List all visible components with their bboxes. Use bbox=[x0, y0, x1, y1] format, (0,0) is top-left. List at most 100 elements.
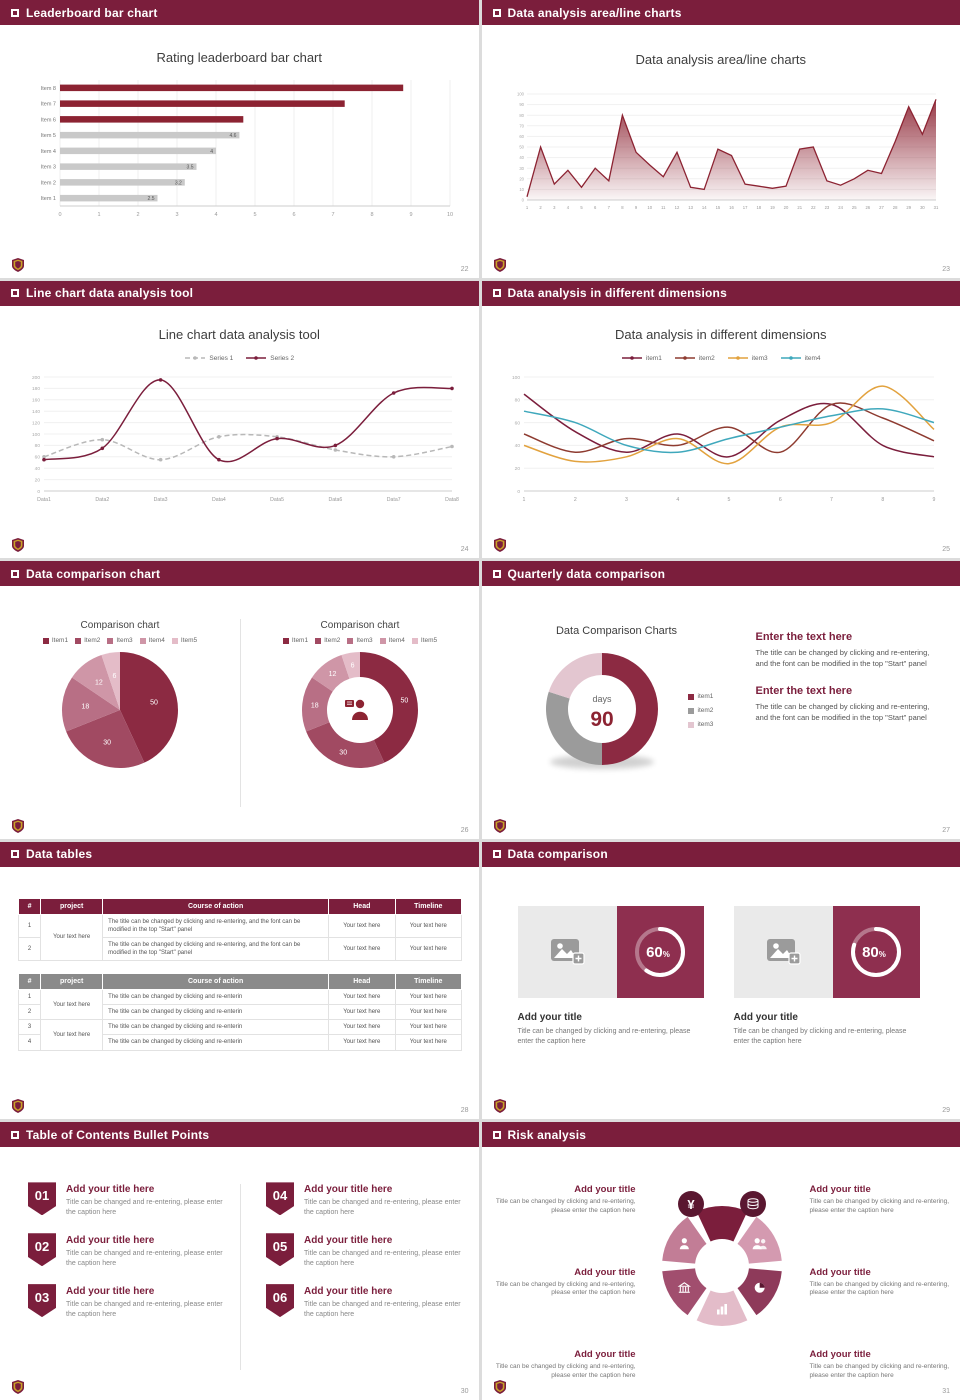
donut-chart: 50 30 18 12 6 bbox=[300, 650, 420, 775]
svg-text:4.6: 4.6 bbox=[229, 133, 236, 139]
slide-header-title: Data comparison bbox=[507, 847, 608, 862]
slide-data-comparison-chart[interactable]: Data comparison chart Comparison chart I… bbox=[0, 561, 479, 839]
svg-text:Item 1: Item 1 bbox=[41, 196, 56, 202]
svg-text:6: 6 bbox=[351, 662, 355, 669]
slide-header: Leaderboard bar chart bbox=[0, 0, 479, 25]
block-title: Add your title bbox=[809, 1348, 871, 1360]
svg-text:3.5: 3.5 bbox=[187, 165, 194, 171]
slide-leaderboard-bar-chart[interactable]: Leaderboard bar chart Rating leaderboard… bbox=[0, 0, 479, 278]
svg-text:9: 9 bbox=[634, 205, 637, 210]
slide-risk-analysis[interactable]: Risk analysis Add your title Title can be… bbox=[481, 1122, 960, 1400]
slide-dimensions-analysis[interactable]: Data analysis in different dimensions Da… bbox=[481, 280, 960, 559]
square-bullet-icon bbox=[11, 1130, 19, 1139]
svg-text:4: 4 bbox=[676, 497, 679, 503]
risk-text-block: Add your title Title can be changed by cl… bbox=[496, 1184, 636, 1216]
svg-text:120: 120 bbox=[32, 420, 40, 426]
legend-item: Item2 bbox=[315, 637, 340, 644]
svg-text:5: 5 bbox=[253, 212, 256, 218]
legend-item: Series 2 bbox=[245, 355, 294, 362]
svg-text:2: 2 bbox=[136, 212, 139, 218]
svg-text:5: 5 bbox=[727, 497, 730, 503]
svg-text:20: 20 bbox=[514, 466, 520, 472]
page-number: 30 bbox=[460, 1388, 469, 1395]
legend-item: item3 bbox=[687, 721, 713, 728]
toc-caption: Title can be changed and re-entering, pl… bbox=[304, 1199, 461, 1216]
svg-text:60: 60 bbox=[514, 420, 520, 426]
slide-quarterly-comparison[interactable]: Quarterly data comparison Data Compariso… bbox=[481, 561, 960, 839]
svg-text:8: 8 bbox=[881, 497, 884, 503]
comparison-card: 80% bbox=[733, 905, 920, 998]
slide-line-chart-tool[interactable]: Line chart data analysis tool Line chart… bbox=[0, 280, 479, 559]
block-body: The title can be changed by clicking and… bbox=[755, 648, 930, 669]
svg-text:30: 30 bbox=[519, 166, 524, 171]
pie-chart: 50 30 18 12 6 bbox=[60, 650, 180, 775]
data-tables: # project Course of action Head Timeline 1 You… bbox=[17, 897, 463, 1051]
svg-text:20: 20 bbox=[783, 205, 788, 210]
svg-text:17: 17 bbox=[742, 205, 747, 210]
svg-text:10: 10 bbox=[647, 205, 652, 210]
slide-header: Table of Contents Bullet Points bbox=[0, 1122, 479, 1148]
svg-text:15: 15 bbox=[715, 205, 720, 210]
svg-text:Item 3: Item 3 bbox=[41, 165, 56, 171]
number-badge: 06 bbox=[266, 1284, 294, 1318]
number-badge: 03 bbox=[28, 1284, 56, 1318]
crest-logo bbox=[12, 1380, 24, 1394]
svg-text:Data2: Data2 bbox=[95, 497, 109, 503]
legend-item: item4 bbox=[780, 355, 821, 362]
svg-text:Data6: Data6 bbox=[328, 497, 342, 503]
image-placeholder-icon bbox=[733, 905, 833, 998]
number-badge: 05 bbox=[266, 1233, 294, 1267]
toc-item: 02 Add your title here Title can be change… bbox=[28, 1233, 224, 1268]
slide-data-comparison-cards[interactable]: Data comparison 60% Add your title Title… bbox=[481, 841, 960, 1120]
svg-text:6: 6 bbox=[594, 205, 597, 210]
risk-text-block: Add your title Title can be changed by cl… bbox=[810, 1349, 950, 1381]
svg-text:Item 4: Item 4 bbox=[41, 149, 56, 155]
svg-text:29: 29 bbox=[906, 205, 911, 210]
svg-text:22: 22 bbox=[810, 205, 815, 210]
svg-text:140: 140 bbox=[32, 409, 40, 415]
slide-data-tables[interactable]: Data tables # project Course of action Head… bbox=[0, 841, 479, 1120]
slide-toc-bullet-points[interactable]: Table of Contents Bullet Points 01 Add yo… bbox=[0, 1122, 479, 1400]
chart-legend: item1 item2 item3 item4 bbox=[482, 355, 960, 362]
svg-text:90: 90 bbox=[590, 708, 613, 731]
data-table-primary: # project Course of action Head Timeline 1 You… bbox=[17, 897, 463, 962]
comparison-pie-panel: Comparison chart Item1 Item2 Item3 Item4 Ite… bbox=[0, 586, 240, 839]
legend-item: Item3 bbox=[347, 637, 373, 644]
svg-text:20: 20 bbox=[35, 477, 41, 483]
toc-item: 05 Add your title here Title can be change… bbox=[266, 1233, 462, 1268]
svg-text:40: 40 bbox=[519, 155, 524, 160]
page-number: 25 bbox=[942, 546, 950, 554]
slide-header: Data comparison bbox=[481, 841, 960, 867]
legend-item: Item1 bbox=[282, 637, 308, 644]
svg-text:20: 20 bbox=[519, 176, 524, 181]
slide-area-line-charts[interactable]: Data analysis area/line charts Data anal… bbox=[481, 0, 960, 278]
toc-title: Add your title here bbox=[304, 1235, 393, 1247]
risk-text-block: Add your title Title can be changed by cl… bbox=[810, 1267, 950, 1299]
page-number: 31 bbox=[942, 1388, 950, 1395]
svg-text:12: 12 bbox=[329, 671, 337, 678]
legend-item: Series 1 bbox=[184, 355, 233, 362]
svg-text:Item 7: Item 7 bbox=[41, 102, 56, 108]
risk-text-right: Add your title Title can be changed by cl… bbox=[810, 1184, 952, 1380]
svg-text:21: 21 bbox=[797, 205, 802, 210]
crest-logo bbox=[493, 538, 506, 553]
svg-text:7: 7 bbox=[331, 212, 334, 218]
block-caption: Title can be changed by clicking and re-… bbox=[495, 1362, 636, 1379]
leaderboard-bar-chart: 0 1 2 3 4 5 6 7 8 9 10 Item 1 2.5 Item 2 3.2 Item 3 3.5 I… bbox=[18, 74, 460, 237]
risk-text-block: Add your title Title can be changed by cl… bbox=[496, 1349, 636, 1381]
slide-header-title: Data analysis in different dimensions bbox=[507, 286, 727, 301]
svg-text:4: 4 bbox=[214, 212, 217, 218]
square-bullet-icon bbox=[492, 289, 501, 298]
svg-text:60: 60 bbox=[519, 134, 524, 139]
svg-text:0: 0 bbox=[517, 488, 520, 494]
svg-text:7: 7 bbox=[607, 205, 610, 210]
toc-item: 04 Add your title here Title can be change… bbox=[266, 1182, 462, 1217]
area-chart: 0 10 20 30 40 50 60 70 80 90 100 1 2 3 4 5 6 7 8 9 10 11 12 13 1… bbox=[502, 88, 942, 228]
square-bullet-icon bbox=[492, 850, 501, 859]
svg-text:30: 30 bbox=[103, 740, 111, 747]
svg-text:27: 27 bbox=[879, 205, 884, 210]
svg-text:80%: 80% bbox=[862, 944, 886, 961]
crest-logo bbox=[493, 257, 506, 272]
crest-logo bbox=[12, 818, 24, 833]
